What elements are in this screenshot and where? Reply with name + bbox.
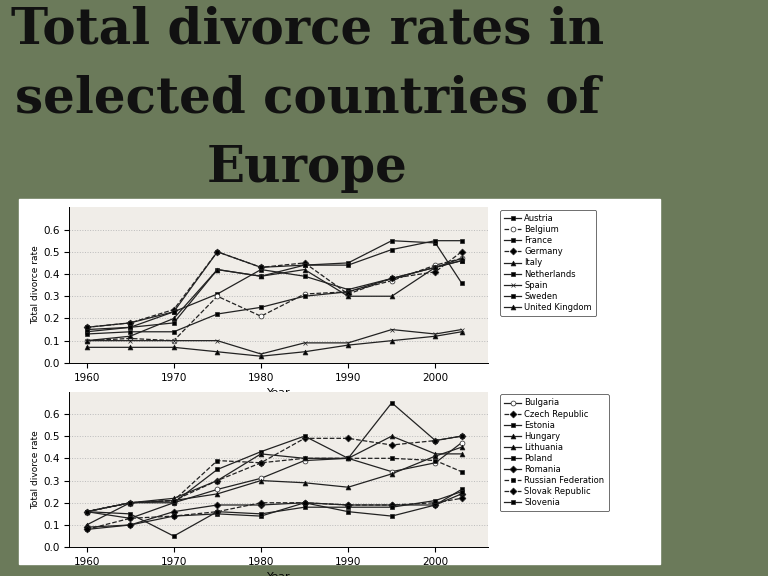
Text: Total divorce rates in: Total divorce rates in (11, 6, 604, 55)
Legend: Bulgaria, Czech Republic, Estonia, Hungary, Lithuania, Poland, Romania, Russian : Bulgaria, Czech Republic, Estonia, Hunga… (500, 395, 609, 511)
Y-axis label: Total divorce rate: Total divorce rate (31, 246, 40, 324)
Text: selected countries of: selected countries of (15, 75, 600, 124)
X-axis label: Year: Year (266, 388, 290, 398)
Y-axis label: Total divorce rate: Total divorce rate (31, 430, 40, 509)
Legend: Austria, Belgium, France, Germany, Italy, Netherlands, Spain, Sweden, United Kin: Austria, Belgium, France, Germany, Italy… (500, 210, 596, 316)
X-axis label: Year: Year (266, 573, 290, 576)
Text: Europe: Europe (207, 144, 408, 193)
